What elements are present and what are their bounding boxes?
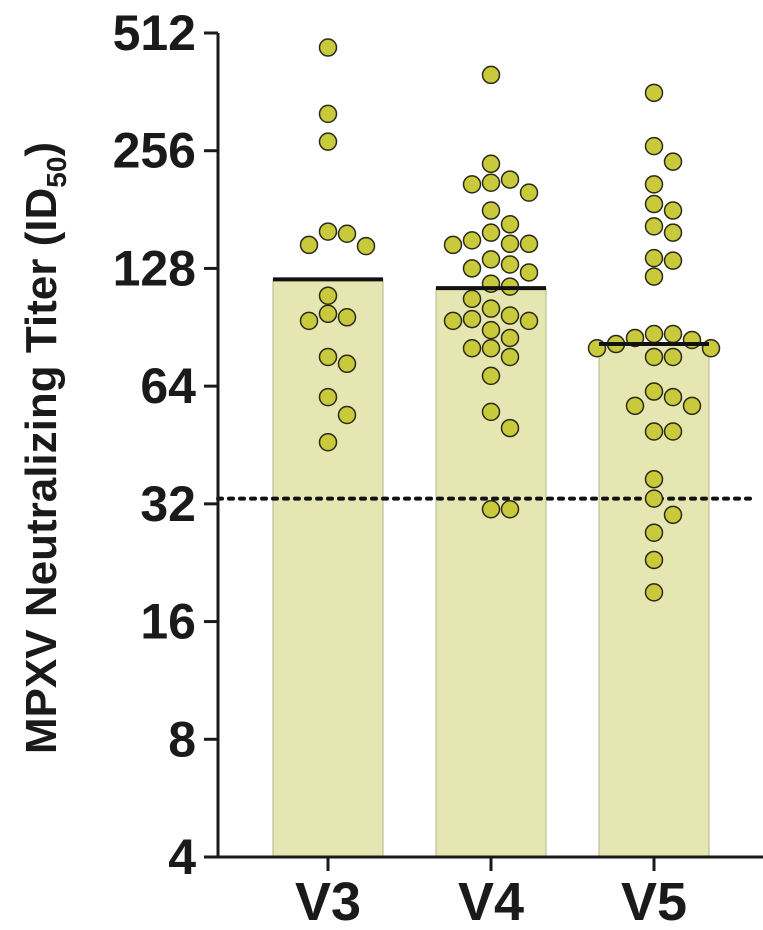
data-point-v4 [519, 183, 539, 202]
data-point-v5 [663, 505, 683, 525]
data-point-v5 [625, 396, 645, 416]
data-point-v5 [663, 201, 683, 220]
y-tick-label: 64 [140, 358, 196, 414]
data-point-v4 [462, 338, 482, 358]
data-point-v5 [644, 469, 664, 489]
y-tick-label: 512 [113, 5, 196, 61]
data-point-v4 [500, 234, 520, 254]
data-point-v4 [481, 366, 501, 386]
data-point-v3 [318, 347, 338, 367]
data-point-v4 [481, 402, 501, 422]
data-point-v3 [356, 236, 376, 256]
data-point-v5 [663, 422, 683, 441]
data-point-v4 [481, 499, 501, 519]
y-tick-label: 128 [113, 240, 196, 296]
data-point-v4 [500, 215, 520, 234]
y-tick-label: 32 [140, 476, 196, 532]
y-axis-title-subscript: 50 [41, 157, 72, 188]
data-point-v5 [644, 248, 664, 268]
data-point-v4 [462, 259, 482, 278]
data-point-v5 [663, 347, 683, 367]
data-point-v5 [663, 324, 683, 344]
y-tick-label: 4 [168, 829, 196, 885]
data-point-v4 [500, 255, 520, 274]
data-point-v5 [644, 175, 664, 194]
data-point-v3 [318, 304, 338, 324]
data-point-v3 [299, 311, 319, 331]
data-point-v3 [337, 308, 357, 327]
median-lines-layer [273, 277, 709, 347]
data-point-v5 [644, 523, 664, 542]
data-point-v4 [481, 65, 501, 85]
data-point-v4 [481, 250, 501, 269]
data-point-v3 [318, 222, 338, 241]
data-point-v4 [462, 309, 482, 329]
data-point-v5 [644, 267, 664, 286]
data-point-v5 [644, 489, 664, 508]
data-point-v5 [663, 152, 683, 171]
data-point-v5 [663, 223, 683, 242]
data-point-v4 [500, 170, 520, 189]
data-point-v4 [481, 154, 501, 174]
data-point-v4 [481, 299, 501, 318]
data-point-v4 [500, 306, 520, 325]
data-point-v4 [519, 311, 539, 331]
data-point-v4 [443, 235, 463, 255]
data-point-v4 [481, 320, 501, 340]
axes-layer: 4 8 16 32 64 128 256 512 V3 V4 V5 [113, 5, 763, 930]
data-point-v3 [318, 132, 338, 151]
data-point-v4 [519, 234, 539, 254]
data-point-v5 [644, 422, 664, 441]
data-point-v5 [644, 136, 664, 156]
data-point-v3 [318, 387, 338, 407]
data-point-v5 [644, 382, 664, 401]
data-point-v3 [337, 405, 357, 425]
y-tick-label: 16 [140, 594, 196, 650]
data-point-v4 [462, 289, 482, 309]
points-layer [299, 38, 721, 602]
data-point-v3 [318, 104, 338, 124]
y-tick-label: 8 [168, 711, 196, 767]
data-point-v3 [318, 286, 338, 305]
x-category-label: V3 [295, 872, 361, 930]
y-axis-title: MPXV Neutralizing Titer (ID50) [17, 142, 72, 754]
data-point-v4 [519, 263, 539, 282]
data-point-v4 [500, 328, 520, 348]
data-point-v4 [500, 347, 520, 367]
data-point-v4 [481, 223, 501, 242]
data-point-v5 [644, 324, 664, 344]
x-category-label: V4 [458, 872, 524, 930]
data-point-v4 [481, 338, 501, 358]
data-point-v3 [318, 432, 338, 452]
data-point-v4 [481, 201, 501, 220]
bar-v3 [272, 278, 384, 858]
data-point-v3 [337, 354, 357, 374]
data-point-v4 [500, 418, 520, 438]
data-point-v5 [682, 396, 702, 416]
data-point-v4 [462, 175, 482, 194]
data-point-v4 [481, 173, 501, 192]
data-point-v5 [644, 550, 664, 570]
y-axis-title-suffix: ) [17, 142, 66, 157]
data-point-v4 [500, 499, 520, 519]
data-point-v5 [644, 347, 664, 367]
data-point-v5 [644, 583, 664, 602]
y-axis-title-main: MPXV Neutralizing Titer (ID [17, 188, 66, 754]
data-point-v3 [318, 38, 338, 57]
x-category-label: V5 [621, 872, 687, 930]
data-point-v4 [443, 311, 463, 331]
y-tick-label: 256 [113, 123, 196, 179]
data-point-v4 [462, 231, 482, 250]
data-point-v5 [644, 217, 664, 236]
data-point-v5 [644, 194, 664, 214]
data-point-v5 [663, 251, 683, 270]
data-point-v3 [299, 235, 319, 255]
data-point-v5 [644, 83, 664, 103]
data-point-v3 [337, 224, 357, 243]
data-point-v5 [663, 387, 683, 407]
